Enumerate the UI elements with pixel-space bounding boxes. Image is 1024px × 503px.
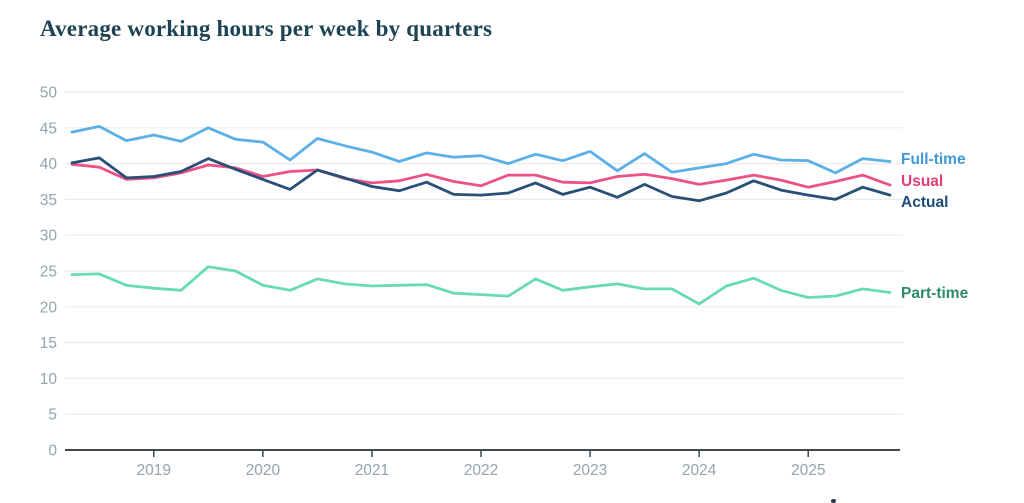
y-axis-label: 50 [40, 85, 58, 102]
x-axis-label: 2025 [791, 462, 825, 479]
y-axis-label: 20 [40, 299, 58, 316]
y-axis-label: 45 [40, 120, 57, 137]
x-axis-label: 2021 [355, 462, 389, 479]
x-axis-label: 2022 [464, 462, 498, 479]
y-axis-label: 0 [48, 443, 57, 460]
y-axis-label: 15 [40, 335, 57, 352]
y-axis-label: 30 [40, 228, 58, 245]
legend-label-actual: Actual [901, 194, 949, 211]
legend-label-full-time: Full-time [901, 151, 966, 168]
series-line-actual [70, 156, 892, 203]
chart-title: Average working hours per week by quarte… [40, 16, 493, 41]
y-axis-label: 35 [40, 192, 57, 209]
cut-off-element [831, 499, 836, 503]
legend-label-usual: Usual [901, 173, 944, 190]
x-axis-label: 2024 [682, 462, 717, 479]
x-axis-label: 2019 [137, 462, 171, 479]
y-axis-label: 25 [40, 264, 57, 281]
series-line-usual [70, 162, 892, 189]
x-axis-label: 2023 [573, 462, 607, 479]
y-axis-label: 5 [48, 407, 57, 424]
legend-label-part-time: Part-time [901, 285, 969, 302]
y-axis-label: 40 [40, 156, 58, 173]
x-axis-label: 2020 [246, 462, 281, 479]
series-line-full-time [70, 125, 892, 175]
series-line-part-time [70, 265, 892, 306]
y-axis-label: 10 [40, 371, 58, 388]
